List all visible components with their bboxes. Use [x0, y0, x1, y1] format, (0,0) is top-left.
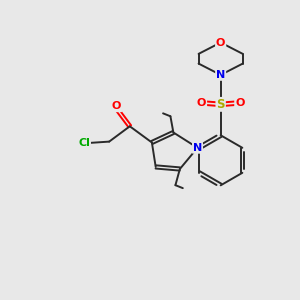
Text: N: N [216, 70, 225, 80]
Text: O: O [216, 38, 225, 47]
Text: O: O [235, 98, 244, 108]
Text: N: N [193, 143, 202, 153]
Text: O: O [112, 101, 121, 111]
Text: Cl: Cl [78, 138, 90, 148]
Text: O: O [197, 98, 206, 108]
Text: S: S [216, 98, 225, 111]
